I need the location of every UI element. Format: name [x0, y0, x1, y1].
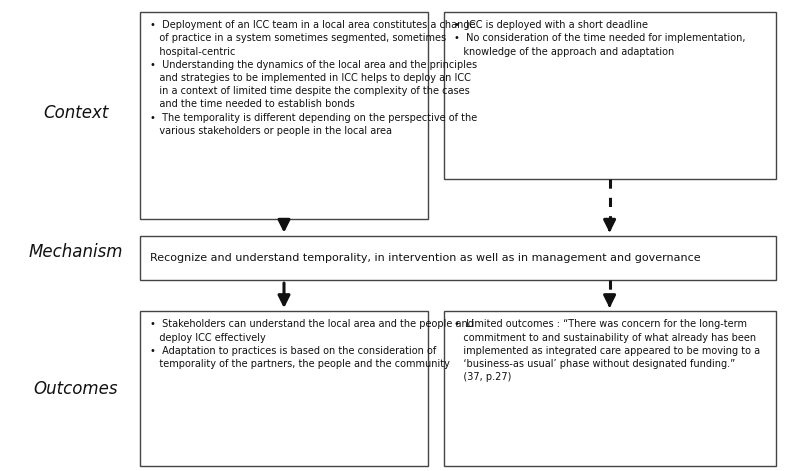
Text: •  Deployment of an ICC team in a local area constitutes a change
   of practice: • Deployment of an ICC team in a local a…	[150, 20, 477, 136]
Bar	[444, 12, 776, 179]
Text: Context: Context	[43, 104, 109, 122]
Bar	[140, 311, 428, 466]
Bar	[444, 311, 776, 466]
Text: Mechanism: Mechanism	[29, 243, 123, 261]
Text: •  Limited outcomes : “There was concern for the long-term
   commitment to and : • Limited outcomes : “There was concern …	[454, 319, 760, 382]
Text: •  Stakeholders can understand the local area and the people and
   deploy ICC e: • Stakeholders can understand the local …	[150, 319, 474, 369]
Text: •  ICC is deployed with a short deadline
•  No consideration of the time needed : • ICC is deployed with a short deadline …	[454, 20, 745, 57]
Bar	[140, 12, 428, 219]
Text: Recognize and understand temporality, in intervention as well as in management a: Recognize and understand temporality, in…	[150, 253, 700, 263]
Bar	[140, 236, 776, 280]
Text: Outcomes: Outcomes	[34, 380, 118, 398]
